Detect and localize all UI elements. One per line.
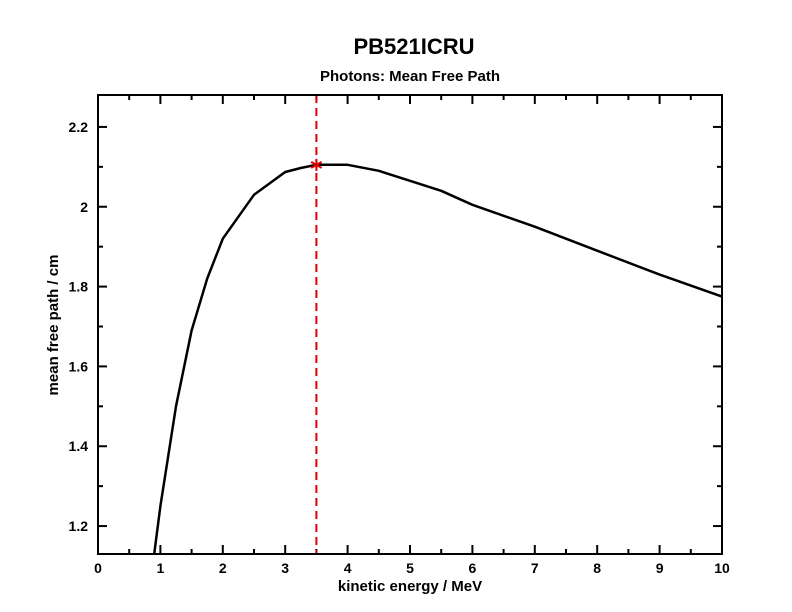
x-tick-label: 9 — [656, 560, 664, 576]
x-tick-label: 7 — [531, 560, 539, 576]
y-tick-label: 2.2 — [69, 119, 89, 135]
y-axis-label: mean free path / cm — [45, 255, 62, 396]
x-tick-label: 8 — [593, 560, 601, 576]
tick-marks — [97, 95, 723, 554]
x-tick-label: 1 — [157, 560, 165, 576]
plot-frame — [97, 94, 723, 555]
x-tick-label: 3 — [281, 560, 289, 576]
data-marker — [310, 158, 323, 171]
x-tick-label: 2 — [219, 560, 227, 576]
marker-stroke — [310, 160, 323, 169]
x-tick-label: 6 — [469, 560, 477, 576]
x-axis-label: kinetic energy / MeV — [338, 578, 482, 595]
series-line — [152, 163, 723, 555]
y-tick-label: 1.6 — [69, 358, 89, 374]
x-tick-label: 0 — [94, 560, 102, 576]
y-tick-label: 1.8 — [69, 279, 89, 295]
y-tick-label: 1.4 — [69, 438, 89, 454]
y-tick-label: 2 — [80, 199, 88, 215]
x-tick-label: 4 — [344, 560, 352, 576]
chart-subtitle: Photons: Mean Free Path — [320, 68, 500, 85]
x-tick-label: 5 — [406, 560, 414, 576]
chart-title: PB521ICRU — [353, 34, 474, 59]
tick-labels: 0 1 2 3 4 5 6 7 8 9 10 1.2 1.4 1.6 1.8 2 2.2 — [69, 119, 730, 576]
x-tick-label: 10 — [714, 560, 730, 576]
y-tick-label: 1.2 — [69, 518, 89, 534]
